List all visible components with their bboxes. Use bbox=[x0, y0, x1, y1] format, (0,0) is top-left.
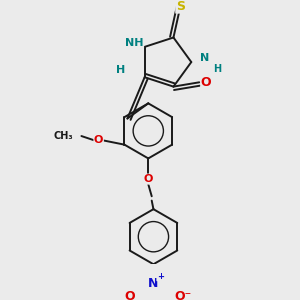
Text: O: O bbox=[124, 290, 135, 300]
Text: O: O bbox=[94, 135, 103, 146]
Text: O⁻: O⁻ bbox=[174, 290, 191, 300]
Text: O: O bbox=[201, 76, 212, 89]
Text: N: N bbox=[200, 53, 210, 63]
Text: CH₃: CH₃ bbox=[53, 131, 73, 141]
Text: O: O bbox=[144, 174, 153, 184]
Text: S: S bbox=[176, 0, 185, 13]
Text: H: H bbox=[213, 64, 221, 74]
Text: NH: NH bbox=[125, 38, 143, 48]
Text: N: N bbox=[148, 277, 159, 290]
Text: H: H bbox=[116, 65, 125, 75]
Text: +: + bbox=[157, 272, 164, 281]
